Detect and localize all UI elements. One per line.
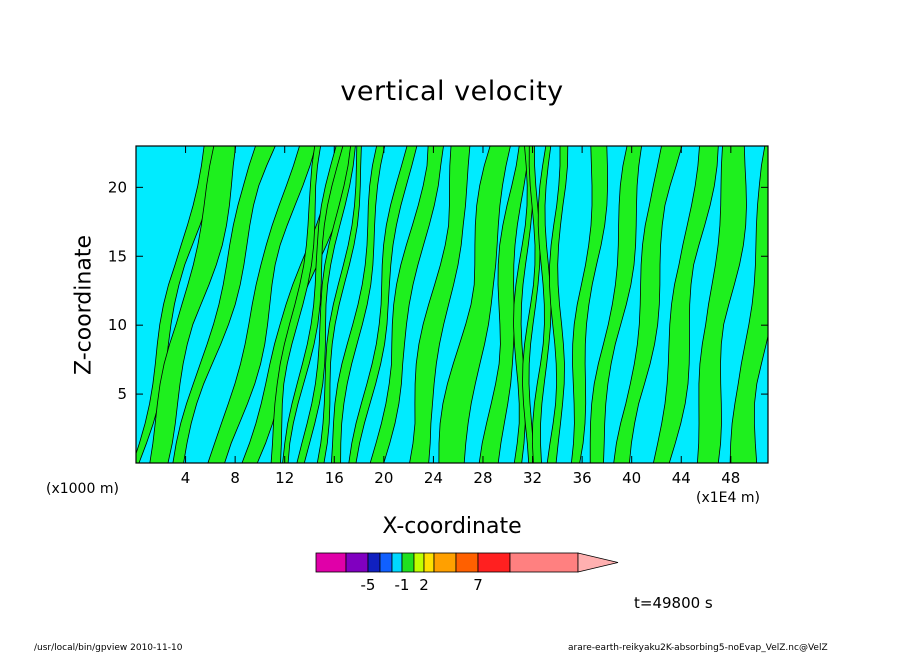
footer-path: /usr/local/bin/gpview 2010-11-10: [34, 643, 183, 653]
footer-file: arare-earth-reikyaku2K-absorbing5-noEvap…: [568, 643, 828, 653]
colorbar-label: 2: [419, 576, 429, 594]
colorbar-cell: [379, 552, 393, 573]
contour-band: [546, 146, 569, 463]
time-label: t=49800 s: [634, 594, 713, 612]
x-axis-label: X-coordinate: [382, 514, 522, 539]
y-tick-label: 5: [117, 385, 127, 403]
x-unit-label-left: (x1000 m): [46, 481, 119, 497]
colorbar-cell: [477, 552, 511, 573]
colorbar-arrow: [577, 552, 619, 573]
colorbar-cell: [423, 552, 435, 573]
y-tick-label: 20: [108, 178, 127, 196]
colorbar-cell: [345, 552, 369, 573]
x-unit-label-right: (x1E4 m): [696, 490, 760, 506]
y-tick-label: 10: [108, 316, 127, 334]
colorbar-cell: [367, 552, 381, 573]
contour-band: [531, 146, 552, 463]
contour-band: [207, 146, 317, 463]
contour-band: [330, 146, 386, 463]
contour-band: [478, 146, 531, 463]
colorbar-cell: [455, 552, 479, 573]
x-tick-label: 36: [573, 469, 592, 487]
x-tick-label: 4: [181, 469, 191, 487]
y-axis-label: Z-coordinate: [71, 235, 97, 375]
plot-frame: [135, 145, 769, 464]
x-tick-label: 48: [721, 469, 740, 487]
contour-band: [438, 146, 511, 463]
colorbar-cell: [315, 552, 347, 573]
x-tick-label: 24: [424, 469, 443, 487]
x-tick-label: 16: [325, 469, 344, 487]
contour-band: [149, 146, 237, 463]
x-tick-label: 44: [672, 469, 691, 487]
x-tick-label: 20: [374, 469, 393, 487]
contour-band: [589, 146, 643, 463]
colorbar-cell: [433, 552, 457, 573]
colorbar-cell: [391, 552, 403, 573]
contour-band: [522, 146, 541, 463]
contour-band: [652, 146, 719, 463]
contour-band: [729, 146, 768, 463]
x-tick-label: 8: [230, 469, 240, 487]
contour-band: [348, 146, 418, 463]
contour-band: [270, 146, 322, 463]
colorbar-cell: [509, 552, 579, 573]
colorbar-label: 7: [473, 576, 483, 594]
chart-title: vertical velocity: [340, 76, 564, 107]
x-tick-label: 40: [622, 469, 641, 487]
contour-band: [282, 146, 344, 463]
velocity-contours: [136, 146, 768, 463]
colorbar: -5 -1 2 7: [315, 552, 619, 594]
x-tick-label: 28: [473, 469, 492, 487]
colorbar-label: -1: [395, 576, 410, 594]
contour-band: [316, 146, 362, 463]
contour-band: [172, 146, 276, 463]
x-tick-label: 32: [523, 469, 542, 487]
x-tick-label: 12: [275, 469, 294, 487]
contour-band: [369, 146, 444, 463]
contour-band: [696, 146, 747, 463]
colorbar-cell: [401, 552, 415, 573]
contour-band: [613, 146, 683, 463]
contour-band: [570, 146, 609, 463]
contour-band: [296, 146, 356, 463]
colorbar-label: -5: [361, 576, 376, 594]
contour-band: [409, 146, 471, 463]
colorbar-cell: [413, 552, 425, 573]
y-tick-label: 15: [108, 247, 127, 265]
